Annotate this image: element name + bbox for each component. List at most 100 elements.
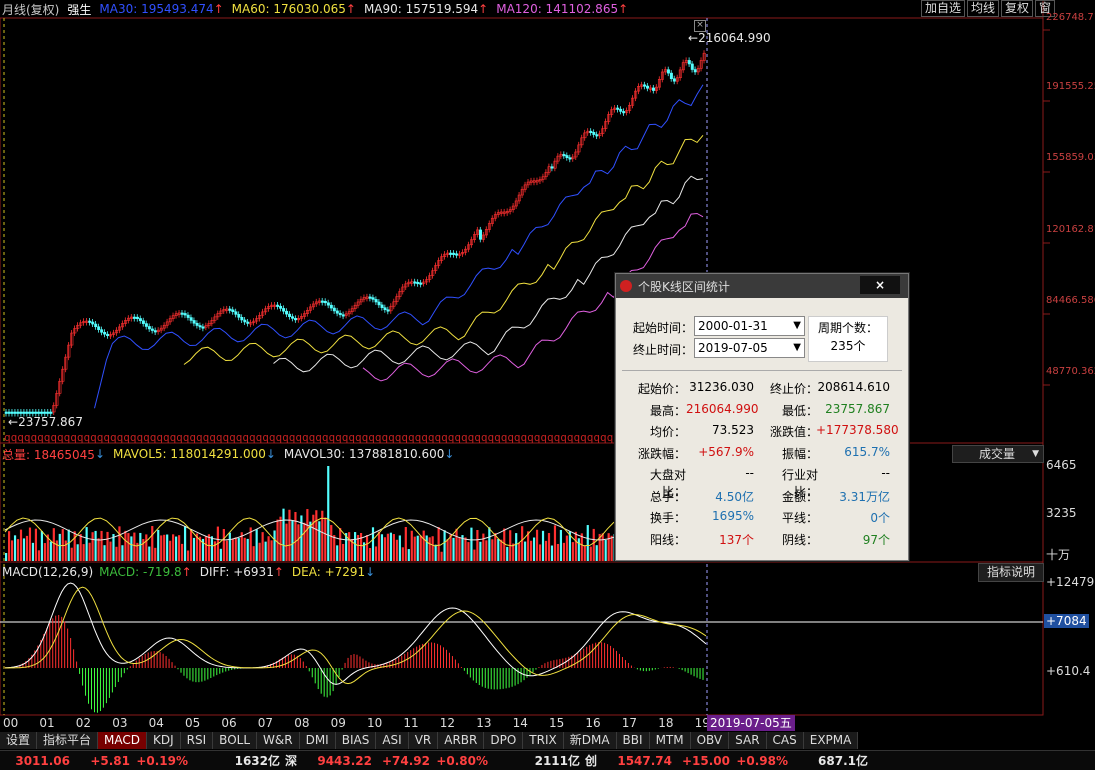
tab-dmi[interactable]: DMI (300, 732, 336, 749)
volume-bar (407, 549, 410, 561)
volume-bar (547, 533, 551, 561)
tab-expma[interactable]: EXPMA (804, 732, 859, 749)
tab-指标平台[interactable]: 指标平台 (37, 732, 99, 749)
toolbar-button[interactable]: 窗 (1034, 0, 1055, 17)
stat-value: +567.9% (698, 444, 754, 459)
volume-bar (404, 527, 407, 561)
tab-rsi[interactable]: RSI (181, 732, 214, 749)
candle-body (437, 260, 441, 266)
volume-bar (273, 530, 276, 561)
period-count-box: 周期个数： 235个 (808, 316, 888, 362)
volume-bar (300, 515, 303, 561)
candle-body (657, 79, 661, 88)
volume-bar (362, 542, 366, 561)
volume-bar (106, 531, 109, 561)
volume-bar (115, 546, 118, 561)
volume-bar (589, 546, 592, 561)
toolbar-button[interactable]: 复权 (1000, 0, 1033, 17)
candle-body (464, 248, 468, 253)
volume-bar (556, 543, 560, 561)
tab-bbi[interactable]: BBI (617, 732, 650, 749)
tab-新dma[interactable]: 新DMA (564, 732, 617, 749)
stat-value: 216064.990 (686, 401, 759, 416)
tab-dpo[interactable]: DPO (484, 732, 524, 749)
candle-body (31, 411, 35, 414)
volume-bar (553, 525, 557, 561)
candle-body (517, 194, 521, 202)
year-tick-label: 12 (439, 716, 456, 730)
start-time-select[interactable]: 2000-01-31 ▼ (694, 316, 805, 336)
volume-bar (532, 537, 536, 561)
tab-trix[interactable]: TRIX (523, 732, 564, 749)
tab-cas[interactable]: CAS (767, 732, 804, 749)
status-value: +0.80% (436, 753, 488, 768)
tab-设置[interactable]: 设置 (0, 732, 38, 749)
indicator-help-button[interactable]: 指标说明 (978, 563, 1044, 582)
volume-bar (276, 519, 279, 561)
tab-macd[interactable]: MACD (98, 732, 148, 749)
macd-title[interactable]: MACD(12,26,9) (2, 565, 94, 579)
volume-bar (288, 509, 291, 561)
period-label[interactable]: 月线(复权) (2, 2, 60, 17)
end-time-select[interactable]: 2019-07-05 ▼ (694, 338, 805, 358)
candle-body (660, 71, 664, 80)
candle-body (311, 303, 315, 308)
volume-bar (359, 532, 363, 561)
volume-bar (34, 528, 38, 561)
tab-sar[interactable]: SAR (729, 732, 767, 749)
candle-body (88, 320, 92, 323)
candle-body (434, 265, 438, 272)
volume-bar (401, 547, 404, 561)
stat-label: 大盘对比： (649, 468, 686, 499)
candle-body (189, 317, 193, 321)
candle-body (46, 411, 50, 414)
candle-body (404, 283, 408, 288)
candle-body (550, 166, 554, 169)
tab-w&r[interactable]: W&R (257, 732, 300, 749)
candle-body (601, 128, 605, 135)
toolbar-button[interactable]: 加自选 (920, 0, 965, 17)
candle-body (273, 304, 277, 307)
volume-bar (55, 540, 58, 561)
dialog-titlebar[interactable]: 个股K线区间统计 × (616, 274, 908, 298)
candle-body (249, 322, 253, 325)
candle-body (625, 110, 629, 113)
candle-body (425, 279, 429, 283)
tab-obv[interactable]: OBV (691, 732, 730, 749)
candle-body (446, 252, 450, 255)
candle-body (407, 281, 411, 285)
candle-body (455, 253, 459, 256)
candle-body (595, 134, 599, 137)
tab-asi[interactable]: ASI (376, 732, 409, 749)
volume-bar (455, 528, 458, 561)
toolbar-button[interactable]: 均线 (966, 0, 999, 17)
close-button[interactable]: × (860, 276, 900, 294)
candle-body (574, 151, 578, 158)
candle-body (138, 318, 142, 322)
candle-body (174, 313, 178, 316)
year-tick-label: 04 (148, 716, 164, 730)
tab-mtm[interactable]: MTM (650, 732, 691, 749)
volume-bar (598, 533, 601, 561)
year-tick-label: 00 (3, 716, 19, 730)
volume-bar (377, 531, 381, 561)
tab-boll[interactable]: BOLL (213, 732, 258, 749)
candle-body (308, 306, 312, 311)
volume-bar (10, 540, 14, 561)
tab-arbr[interactable]: ARBR (438, 732, 485, 749)
tab-vr[interactable]: VR (409, 732, 439, 749)
volume-bar (166, 534, 169, 561)
volume-bar (586, 525, 589, 561)
candle-body (61, 368, 65, 382)
candle-body (607, 114, 611, 122)
tab-bias[interactable]: BIAS (336, 732, 377, 749)
volume-bar (345, 533, 348, 561)
volume-bar (580, 533, 583, 561)
start-time-label: 起始时间： (633, 321, 694, 335)
status-value: 创 (584, 754, 597, 768)
indicator-dropdown[interactable]: 成交量 ▼ (952, 445, 1044, 463)
candle-body (535, 180, 539, 183)
tab-kdj[interactable]: KDJ (147, 732, 181, 749)
close-icon[interactable]: × (694, 20, 706, 32)
